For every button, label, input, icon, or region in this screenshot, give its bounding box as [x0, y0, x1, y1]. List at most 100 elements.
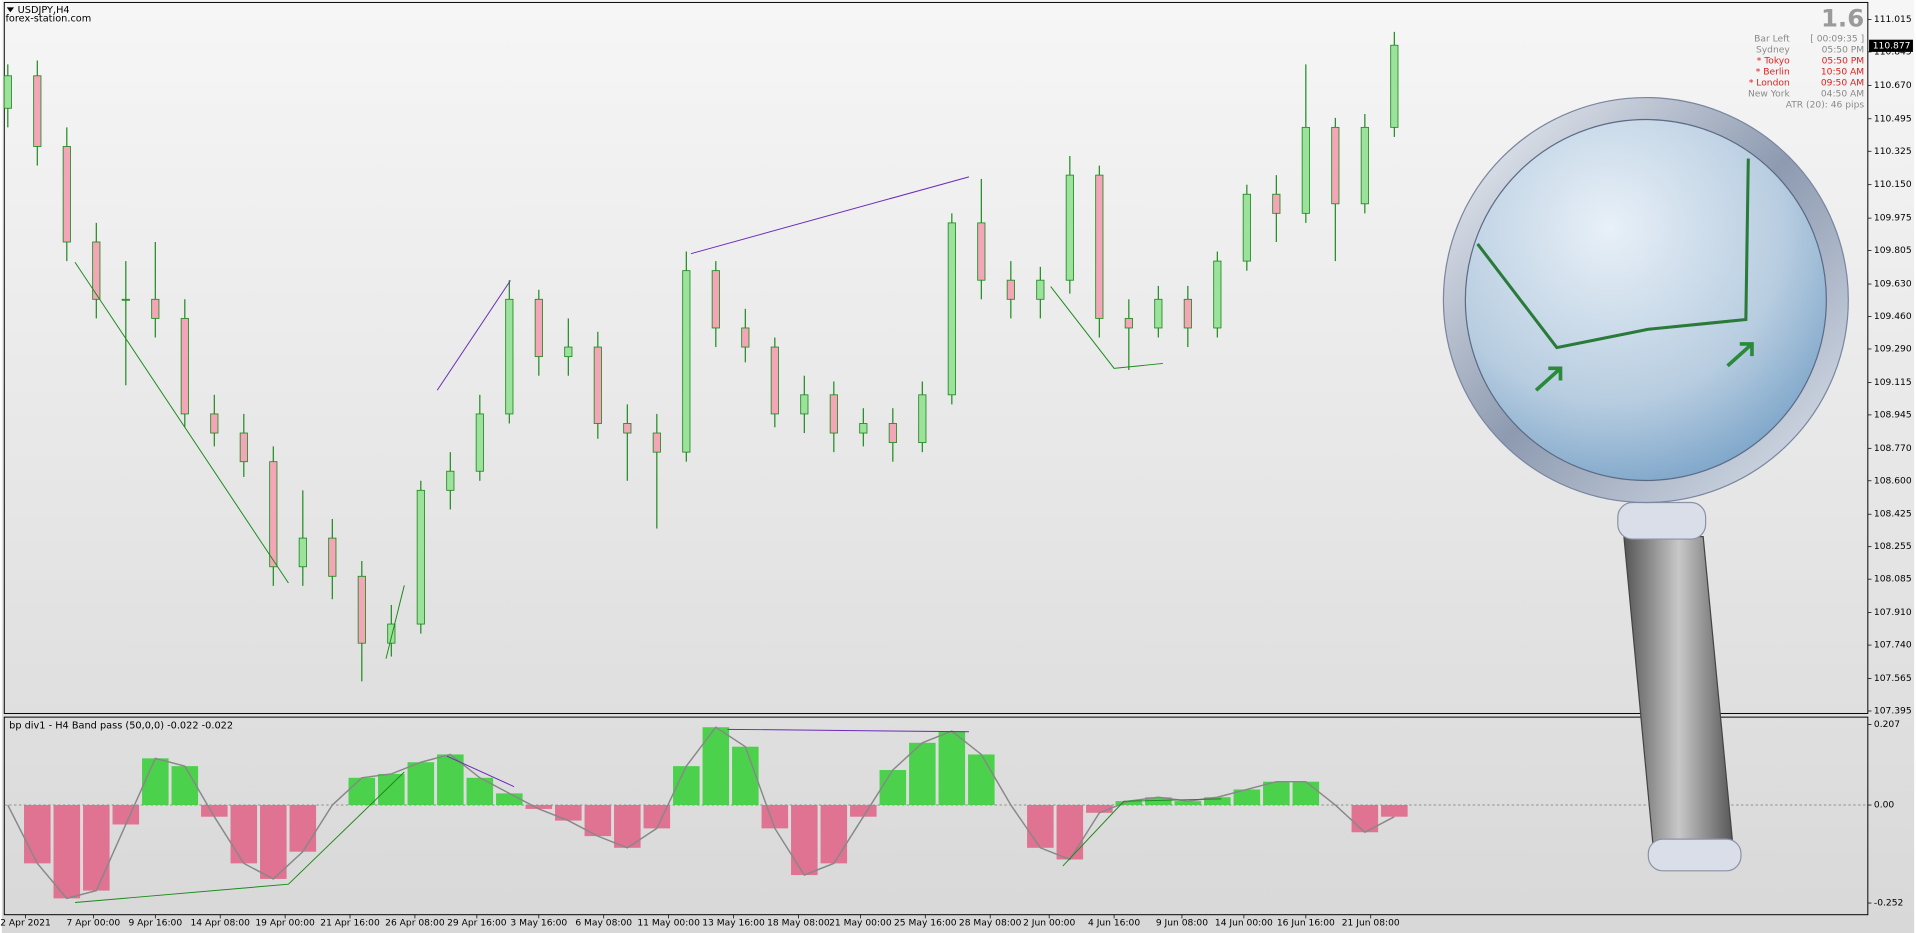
histogram-bar [761, 805, 789, 829]
x-tick-label: 14 Jun 00:00 [1215, 919, 1273, 929]
candle-body [800, 394, 809, 415]
candle-body [1360, 126, 1369, 205]
x-tick-label: 19 Apr 00:00 [255, 919, 315, 929]
histogram-bar [260, 805, 287, 879]
histogram-bar [702, 727, 730, 806]
x-tick-label: 6 May 08:00 [575, 919, 632, 929]
info-label: New York [1748, 89, 1790, 99]
candle-body [357, 575, 366, 644]
histogram-bar [407, 762, 435, 806]
x-tick-label: 21 Jun 08:00 [1342, 919, 1400, 929]
indicator-title: bp div1 - H4 Band pass (50,0,0) -0.022 -… [9, 721, 233, 732]
histogram-bar [1204, 797, 1231, 806]
y-tick-label: 110.495 [1874, 114, 1912, 124]
candle-body [33, 75, 42, 147]
histogram-bar [171, 766, 199, 806]
candle-body [682, 270, 691, 453]
histogram-bar [732, 746, 759, 806]
histogram-bar [1174, 801, 1202, 806]
histogram-bar [791, 805, 818, 876]
candle-body [269, 461, 278, 568]
y-tick-label: 111.015 [1874, 15, 1912, 25]
lens-detail [1534, 342, 1754, 392]
histogram-bar [1263, 781, 1290, 806]
candle-body [62, 146, 71, 243]
y-tick-label: 108.945 [1874, 410, 1912, 420]
indicator-pane [3, 716, 1869, 916]
y-tick-label: 109.290 [1874, 344, 1912, 354]
y-tick-label: 108.425 [1874, 510, 1912, 520]
menu-arrow[interactable] [6, 7, 15, 13]
histogram-bar [201, 805, 228, 817]
magnifier-collar [1617, 501, 1707, 540]
histogram-bar [83, 805, 110, 891]
candle-body [180, 317, 189, 415]
histogram-bar [555, 805, 582, 821]
candle-body [829, 394, 838, 434]
y-tick-label: 110.845 [1874, 47, 1912, 57]
candle-body [1390, 44, 1399, 128]
candle-body [1065, 174, 1074, 281]
candle-body [210, 413, 219, 434]
x-tick-label: 25 May 16:00 [894, 919, 957, 929]
y-tick-label: 110.670 [1874, 81, 1912, 91]
candle-body [3, 75, 12, 109]
candle-body [1301, 126, 1310, 214]
x-tick-label: 16 Jun 16:00 [1277, 919, 1335, 929]
last-price: 110.877 [1873, 41, 1911, 51]
y-tick-label: 107.740 [1874, 641, 1912, 651]
spread: 1.6 [1821, 4, 1864, 33]
histogram-bar [496, 793, 523, 806]
histogram-bar [1145, 797, 1172, 806]
magnifier-lens [1464, 118, 1827, 482]
histogram-bar [614, 805, 641, 848]
last-price-box [1869, 39, 1913, 52]
histogram-bar [1381, 805, 1408, 817]
candle-body [475, 413, 484, 472]
site: forex-station.com [5, 13, 91, 24]
histogram-bar [525, 805, 553, 809]
candle-body [1272, 193, 1281, 214]
info-value: 05:50 PM [1822, 46, 1865, 56]
histogram-bar [437, 754, 464, 806]
y-tick-label: 109.975 [1874, 214, 1912, 224]
candle-body [1124, 317, 1133, 329]
info-panel: 1.6 Bar Left [ 00:09:35 ] Sydney 05:50 P… [1748, 4, 1864, 111]
candle-body [1154, 298, 1163, 329]
histogram-bar [53, 805, 81, 899]
candle-body [593, 346, 602, 424]
info-label: * Tokyo [1757, 56, 1790, 66]
x-tick-label: 11 May 00:00 [637, 919, 700, 929]
x-tick-label: 21 Apr 16:00 [320, 919, 380, 929]
x-tick-label: 14 Apr 08:00 [190, 919, 250, 929]
candle-body [977, 222, 986, 281]
candle-body [387, 623, 396, 644]
y-tick-label: 0.00 [1874, 801, 1895, 811]
y-tick-label: 108.600 [1874, 476, 1912, 486]
candle-body [888, 423, 897, 444]
candle-body [239, 432, 248, 463]
histogram-bar [909, 742, 936, 806]
y-tick-label: 0.207 [1874, 720, 1900, 730]
y-tick-label: 110.325 [1874, 147, 1912, 157]
histogram-bar [1233, 789, 1261, 806]
histogram-bar [850, 805, 877, 817]
y-tick-label: 109.115 [1874, 378, 1912, 388]
info-value: 09:50 AM [1821, 78, 1864, 88]
divergence-line [385, 585, 405, 659]
divergence-line [74, 261, 289, 584]
y-tick-label: -0.252 [1874, 899, 1903, 909]
histogram-bar [938, 731, 966, 806]
x-tick-label: 26 Apr 08:00 [385, 919, 445, 929]
y-tick-label: 108.085 [1874, 575, 1912, 585]
histogram-bar [348, 777, 376, 806]
y-tick-label: 110.150 [1874, 180, 1912, 190]
candle-body [652, 432, 661, 453]
price-pane [3, 1, 1869, 714]
info-label: * Berlin [1756, 67, 1790, 77]
y-tick-label: 107.565 [1874, 674, 1912, 684]
y-tick-label: 107.395 [1874, 706, 1912, 716]
candle-body [298, 537, 307, 568]
histogram-bar [968, 754, 995, 806]
histogram-bar [289, 805, 317, 852]
